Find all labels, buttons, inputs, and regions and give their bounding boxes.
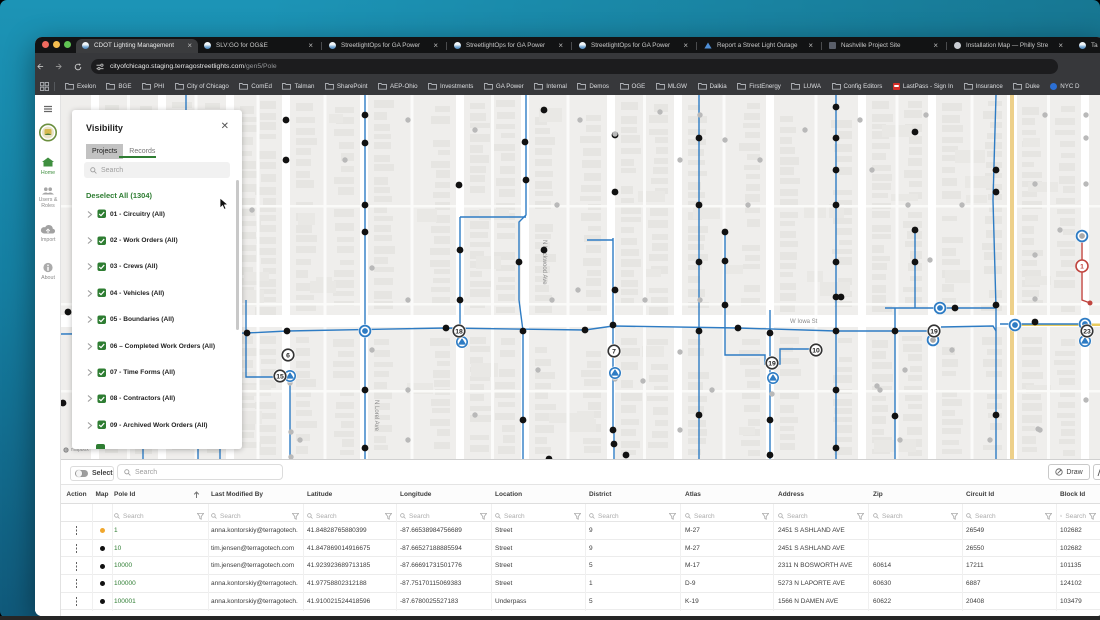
svg-text:18: 18 [455, 328, 463, 335]
svg-text:1: 1 [1080, 264, 1084, 271]
svg-text:N Lorel Ave: N Lorel Ave [373, 400, 379, 432]
svg-text:15: 15 [276, 373, 284, 380]
svg-text:N Lockwood Ave: N Lockwood Ave [541, 240, 547, 285]
svg-text:23: 23 [1083, 328, 1091, 335]
svg-text:7: 7 [612, 348, 616, 355]
svg-text:W Iowa St: W Iowa St [790, 319, 818, 325]
svg-text:6: 6 [286, 352, 290, 359]
svg-text:©: © [65, 449, 68, 453]
svg-text:19: 19 [930, 328, 938, 335]
svg-text:10: 10 [812, 347, 820, 354]
svg-text:19: 19 [768, 360, 776, 367]
